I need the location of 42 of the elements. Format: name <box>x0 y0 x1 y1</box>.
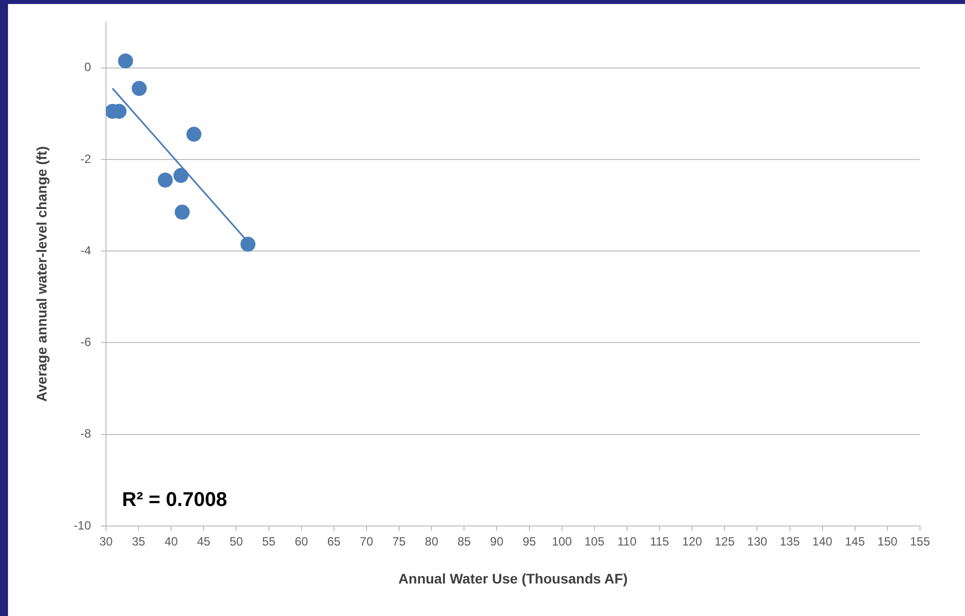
x-tick-label: 50 <box>230 534 244 549</box>
point <box>240 236 256 252</box>
point <box>158 172 173 188</box>
x-tick-label: 150 <box>877 534 898 549</box>
point <box>118 53 134 68</box>
x-tick-label: 65 <box>327 534 341 549</box>
y-tick-label: -2 <box>80 152 92 166</box>
x-tick-label: 135 <box>780 534 800 549</box>
y-tick-label: -6 <box>80 335 92 350</box>
x-tick-label: 75 <box>392 534 406 549</box>
y-tick-label: -10 <box>74 518 92 532</box>
x-tick-label: 85 <box>457 534 472 549</box>
x-tick-label: 30 <box>99 534 113 549</box>
x-tick-label: 80 <box>424 534 439 549</box>
x-tick-label: 130 <box>747 534 768 549</box>
x-tick-label: 90 <box>490 534 504 549</box>
x-tick-label: 95 <box>522 534 536 549</box>
x-tick-label: 105 <box>584 534 605 549</box>
x-tick-label: 60 <box>294 534 308 549</box>
x-tick-label: 70 <box>360 534 374 549</box>
x-tick-label: 55 <box>262 534 276 549</box>
y-axis-title: Average annual water-level change (ft) <box>33 146 50 402</box>
x-tick-label: 40 <box>164 534 178 549</box>
x-tick-label: 145 <box>844 534 866 549</box>
y-tick-label: 0 <box>84 60 92 74</box>
x-tick-label: 125 <box>714 534 735 549</box>
x-tick-label: 100 <box>552 534 572 549</box>
point <box>132 80 147 96</box>
x-tick-label: 120 <box>682 534 702 549</box>
point <box>173 168 188 183</box>
y-tick-label: -8 <box>80 426 92 441</box>
annotation: R² = 0.7008 <box>122 489 228 511</box>
x-tick-label: 155 <box>910 534 930 549</box>
x-tick-label: 140 <box>812 534 833 549</box>
x-tick-label: 45 <box>197 534 211 549</box>
x-tick-label: 115 <box>650 534 670 549</box>
point <box>174 204 190 220</box>
x-axis-title: Annual Water Use (Thousands AF) <box>398 570 628 586</box>
y-tick-label: -4 <box>80 243 92 258</box>
point <box>186 126 202 142</box>
x-tick-label: 110 <box>617 534 637 549</box>
x-tick-label: 35 <box>132 534 146 549</box>
